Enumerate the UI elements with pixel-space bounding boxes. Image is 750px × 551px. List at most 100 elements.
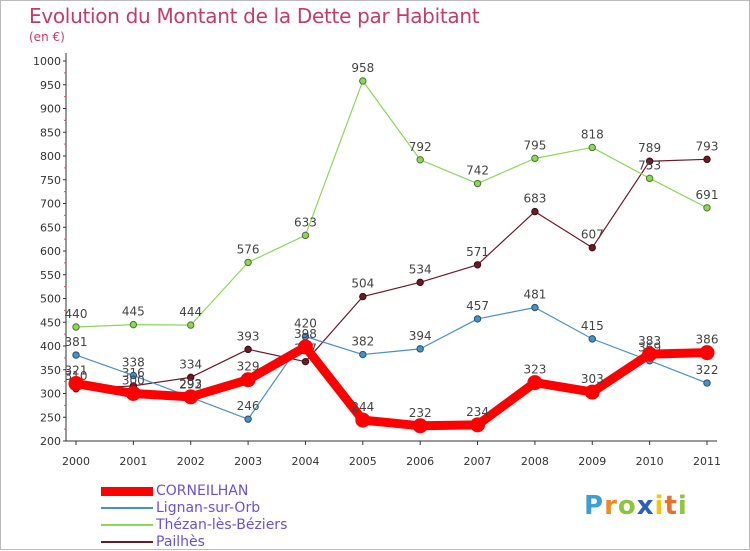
data-label-lignan-sur-orb-2011: 322	[696, 363, 719, 377]
x-tick-label-2009: 2009	[578, 455, 606, 468]
series-line-thezan-les-beziers	[75, 80, 708, 328]
y-tick-label-650: 650	[40, 221, 61, 234]
point-pailhes-2003	[244, 345, 252, 354]
legend-swatch-lignan-sur-orb	[101, 507, 153, 509]
data-label-lignan-sur-orb-2001: 338	[122, 355, 145, 369]
logo-letter: r	[604, 491, 618, 521]
data-label-pailhes-2007: 571	[466, 245, 489, 259]
point-corneilhan-2009	[584, 384, 600, 400]
logo-letter: i	[654, 491, 665, 521]
data-label-corneilhan-2009: 303	[581, 372, 604, 386]
data-label-pailhes-2003: 393	[237, 329, 260, 343]
x-tick-label-2005: 2005	[349, 455, 377, 468]
data-label-pailhes-2009: 607	[581, 228, 604, 242]
point-thezan-les-beziers-2007	[473, 179, 482, 188]
logo-letter: P	[584, 491, 605, 521]
point-thezan-les-beziers-2009	[588, 143, 596, 152]
legend-label-lignan-sur-orb: Lignan-sur-Orb	[156, 500, 261, 516]
series-line-lignan-sur-orb	[75, 306, 708, 420]
data-label-pailhes-2002: 334	[179, 357, 202, 371]
data-label-pailhes-2011: 793	[696, 139, 719, 153]
point-corneilhan-2003	[240, 372, 256, 388]
point-lignan-sur-orb-2007	[473, 315, 482, 323]
data-label-lignan-sur-orb-2007: 457	[466, 299, 489, 313]
data-label-corneilhan-2007: 234	[466, 405, 489, 419]
y-tick-label-600: 600	[40, 245, 61, 258]
legend-swatch-corneilhan	[101, 486, 153, 496]
data-label-corneilhan-2004: 398	[294, 327, 317, 341]
point-corneilhan-2010	[642, 346, 658, 362]
y-tick-label-200: 200	[40, 435, 61, 448]
data-label-thezan-les-beziers-2001: 445	[122, 305, 145, 319]
y-tick-label-400: 400	[40, 340, 61, 353]
series-line-pailhes	[75, 158, 708, 390]
data-label-thezan-les-beziers-2008: 795	[523, 138, 546, 152]
x-tick-label-2003: 2003	[234, 455, 262, 468]
data-label-corneilhan-2006: 232	[409, 406, 432, 420]
point-pailhes-2008	[531, 207, 539, 216]
point-corneilhan-2002	[183, 389, 199, 405]
data-label-lignan-sur-orb-2008: 481	[523, 288, 546, 302]
data-label-thezan-les-beziers-2002: 444	[179, 305, 202, 319]
point-pailhes-2009	[588, 243, 596, 252]
y-tick-label-900: 900	[40, 103, 61, 116]
chart-title: Evolution du Montant de la Dette par Hab…	[29, 4, 480, 28]
point-corneilhan-2007	[470, 417, 486, 433]
data-label-corneilhan-2005: 244	[351, 400, 374, 414]
x-tick-label-2002: 2002	[177, 455, 205, 468]
data-label-corneilhan-2003: 329	[237, 360, 260, 374]
logo-letter: t	[664, 491, 678, 521]
y-tick-label-550: 550	[40, 269, 61, 282]
y-tick-label-700: 700	[40, 198, 61, 211]
y-tick-label-250: 250	[40, 411, 61, 424]
legend-label-pailhes: Pailhès	[156, 534, 205, 550]
data-label-thezan-les-beziers-2009: 818	[581, 127, 604, 141]
data-label-thezan-les-beziers-2011: 691	[696, 188, 719, 202]
data-label-lignan-sur-orb-2005: 382	[351, 335, 374, 349]
data-label-corneilhan-2011: 386	[696, 333, 719, 347]
data-label-pailhes-2006: 534	[409, 262, 432, 276]
data-label-corneilhan-2001: 300	[122, 374, 145, 388]
point-thezan-les-beziers-2004	[301, 231, 310, 240]
data-label-pailhes-2008: 683	[523, 192, 546, 206]
point-pailhes-2007	[473, 261, 482, 269]
point-lignan-sur-orb-2011	[703, 379, 711, 387]
point-lignan-sur-orb-2000	[72, 351, 80, 359]
x-tick-label-2010: 2010	[636, 455, 664, 468]
point-thezan-les-beziers-2000	[72, 323, 80, 331]
y-tick-label-850: 850	[40, 126, 61, 139]
legend-label-thezan-les-beziers: Thézan-lès-Béziers	[156, 517, 288, 533]
data-label-pailhes-2005: 504	[351, 277, 374, 291]
legend-label-corneilhan: CORNEILHAN	[156, 483, 249, 499]
data-label-lignan-sur-orb-2006: 394	[409, 329, 432, 343]
point-thezan-les-beziers-2008	[531, 154, 539, 163]
point-corneilhan-2006	[412, 418, 428, 434]
data-label-lignan-sur-orb-2003: 246	[237, 399, 260, 413]
logo-letter: x	[636, 491, 655, 521]
point-lignan-sur-orb-2006	[416, 345, 424, 353]
x-tick-label-2008: 2008	[521, 455, 549, 468]
point-pailhes-2006	[416, 278, 424, 287]
point-thezan-les-beziers-2003	[244, 258, 252, 267]
point-lignan-sur-orb-2003	[244, 415, 252, 423]
y-tick-label-1000: 1000	[33, 55, 61, 68]
point-pailhes-2004	[301, 357, 310, 366]
x-tick-label-2004: 2004	[291, 455, 319, 468]
data-label-lignan-sur-orb-2002: 292	[179, 377, 202, 391]
x-tick-label-2007: 2007	[464, 455, 492, 468]
x-tick-label-2011: 2011	[693, 455, 721, 468]
data-label-lignan-sur-orb-2000: 381	[65, 335, 88, 349]
point-corneilhan-2004	[297, 339, 313, 355]
x-tick-label-2001: 2001	[119, 455, 147, 468]
series-line-corneilhan	[71, 342, 712, 431]
legend-swatch-thezan-les-beziers	[101, 524, 153, 526]
y-tick-label-950: 950	[40, 79, 61, 92]
logo-letter: i	[677, 491, 688, 521]
data-label-lignan-sur-orb-2009: 415	[581, 319, 604, 333]
data-label-thezan-les-beziers-2007: 742	[466, 164, 489, 178]
y-tick-label-500: 500	[40, 293, 61, 306]
data-label-lignan-sur-orb-2004: 420	[294, 317, 317, 331]
point-lignan-sur-orb-2008	[531, 303, 539, 312]
point-thezan-les-beziers-2005	[359, 77, 367, 85]
